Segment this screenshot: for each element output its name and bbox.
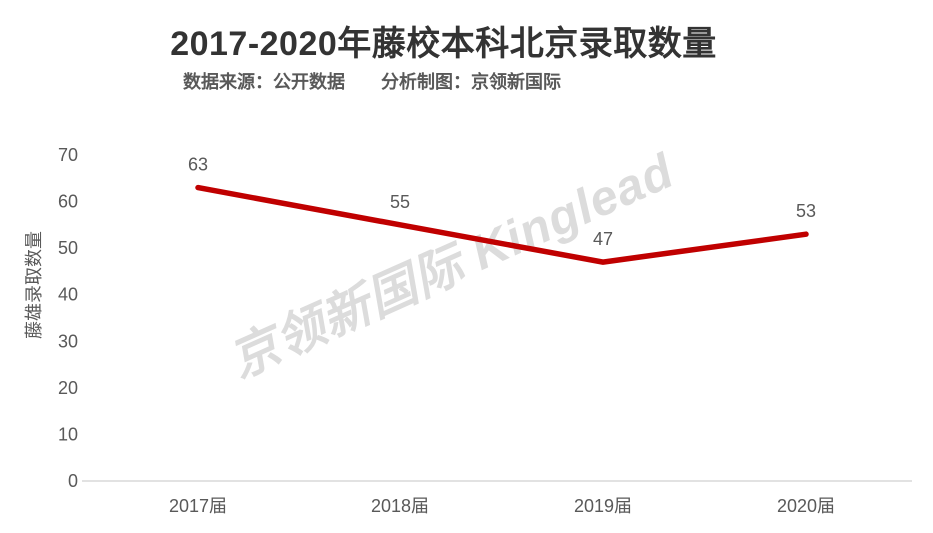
- y-tick-label: 30: [58, 331, 78, 351]
- y-tick-label: 20: [58, 378, 78, 398]
- data-point-label: 55: [390, 192, 410, 212]
- x-tick-label: 2018届: [371, 496, 429, 516]
- y-tick-label: 70: [58, 145, 78, 165]
- y-tick-label: 10: [58, 424, 78, 444]
- x-tick-label: 2019届: [574, 496, 632, 516]
- data-point-label: 53: [796, 201, 816, 221]
- y-tick-label: 50: [58, 238, 78, 258]
- chart-title: 2017-2020年藤校本科北京录取数量: [170, 25, 717, 63]
- subtitle-chart-maker: 分析制图：京领新国际: [381, 72, 561, 92]
- data-point-label: 47: [593, 229, 613, 249]
- x-tick-label: 2017届: [169, 496, 227, 516]
- y-tick-label: 0: [68, 471, 78, 491]
- data-point-label: 63: [188, 155, 208, 175]
- y-tick-label: 40: [58, 285, 78, 305]
- chart-subtitle: 数据来源：公开数据 分析制图：京领新国际: [183, 68, 561, 94]
- x-tick-label: 2020届: [777, 496, 835, 516]
- data-series-line: [195, 184, 809, 265]
- y-tick-label: 60: [58, 192, 78, 212]
- subtitle-data-source: 数据来源：公开数据: [183, 72, 345, 92]
